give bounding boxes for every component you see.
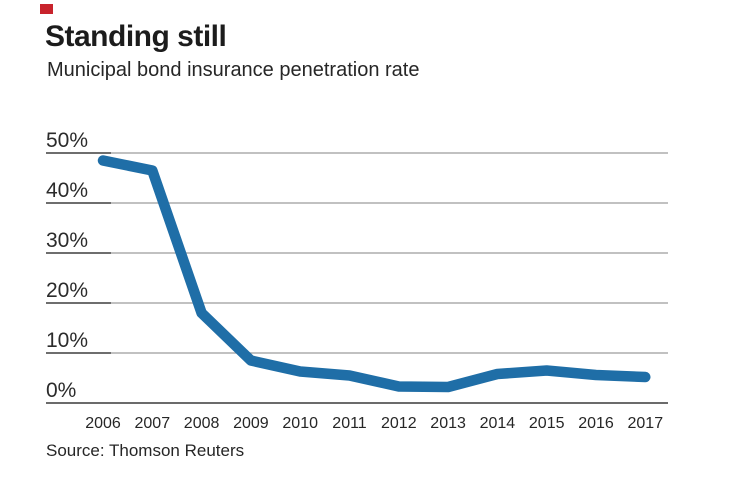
x-tick-label: 2006 <box>85 415 121 432</box>
data-line <box>97 155 651 393</box>
y-tick-label: 0% <box>46 379 76 402</box>
x-tick-label: 2012 <box>381 415 417 432</box>
y-tick-label: 20% <box>46 279 88 302</box>
x-tick-label: 2011 <box>332 415 367 432</box>
y-tick-label: 40% <box>46 179 88 202</box>
chart-title: Standing still <box>45 20 227 53</box>
y-tick-label: 30% <box>46 229 88 252</box>
x-tick-label: 2008 <box>184 415 220 432</box>
x-tick-label: 2010 <box>282 415 318 432</box>
x-tick-label: 2015 <box>529 415 565 432</box>
source-note: Source: Thomson Reuters <box>46 441 245 460</box>
brand-mark-red-square-icon <box>40 4 53 14</box>
x-tick-label: 2016 <box>578 415 614 432</box>
x-tick-label: 2017 <box>628 415 664 432</box>
x-tick-label: 2014 <box>480 415 516 432</box>
x-tick-label: 2007 <box>135 415 171 432</box>
y-tick-label: 50% <box>46 129 88 152</box>
x-tick-label: 2009 <box>233 415 269 432</box>
chart-subtitle: Municipal bond insurance penetration rat… <box>47 59 420 81</box>
x-tick-label: 2013 <box>430 415 466 432</box>
y-tick-label: 10% <box>46 329 88 352</box>
